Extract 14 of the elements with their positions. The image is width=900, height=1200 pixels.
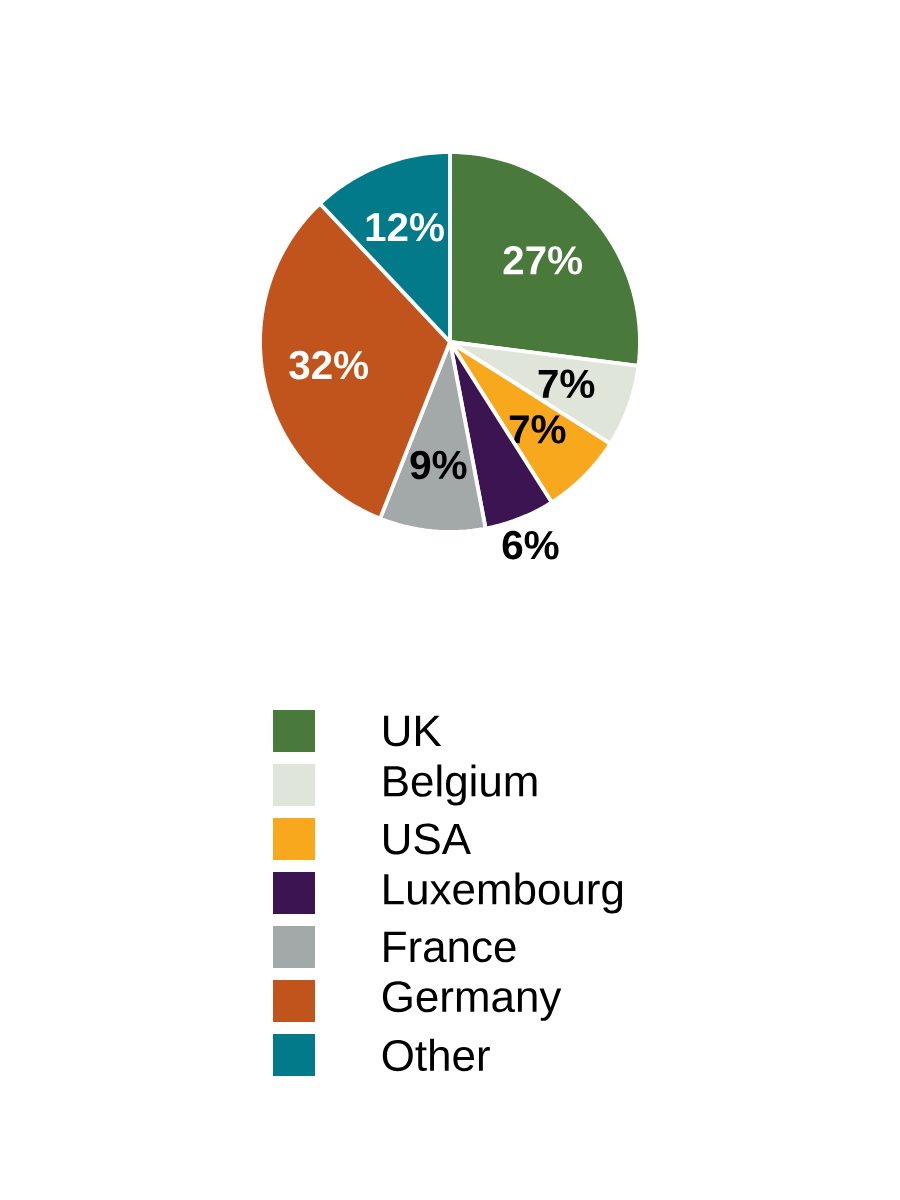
data-label: 7% xyxy=(538,369,595,399)
data-label: 6% xyxy=(502,530,559,560)
legend-label: Belgium xyxy=(384,764,537,806)
data-label: 7% xyxy=(509,415,566,444)
data-label: 12% xyxy=(366,212,444,242)
data-label: 32% xyxy=(289,350,369,380)
legend-label: UK xyxy=(384,715,442,747)
legend-label: France xyxy=(384,931,516,963)
legend-label: Other xyxy=(382,1038,490,1072)
data-label: 9% xyxy=(410,450,467,480)
legend-label: Luxembourg xyxy=(384,872,623,914)
legend-label: USA xyxy=(384,823,471,855)
legend-label: Germany xyxy=(382,981,562,1021)
data-label: 27% xyxy=(503,246,582,275)
